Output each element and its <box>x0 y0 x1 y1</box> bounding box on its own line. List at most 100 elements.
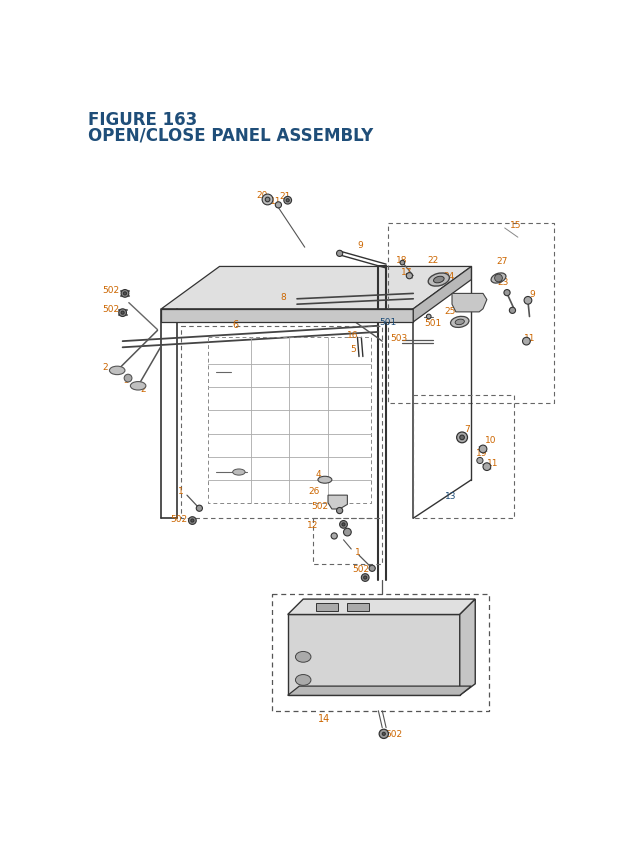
Polygon shape <box>288 686 472 696</box>
Ellipse shape <box>296 652 311 662</box>
Ellipse shape <box>109 367 125 375</box>
Circle shape <box>337 508 343 514</box>
Ellipse shape <box>296 675 311 685</box>
Circle shape <box>509 308 516 314</box>
Text: 18: 18 <box>396 256 408 264</box>
Circle shape <box>364 576 367 579</box>
Circle shape <box>196 505 202 511</box>
Circle shape <box>479 446 487 453</box>
Text: OPEN/CLOSE PANEL ASSEMBLY: OPEN/CLOSE PANEL ASSEMBLY <box>88 127 373 145</box>
Circle shape <box>495 275 502 282</box>
Polygon shape <box>288 615 460 696</box>
Text: 22: 22 <box>427 256 438 264</box>
Ellipse shape <box>318 477 332 484</box>
Circle shape <box>369 566 375 572</box>
Text: 3: 3 <box>124 375 129 385</box>
Ellipse shape <box>451 317 469 328</box>
Ellipse shape <box>491 274 506 284</box>
Polygon shape <box>161 267 472 309</box>
Circle shape <box>265 198 270 202</box>
Circle shape <box>522 338 531 345</box>
Text: 4: 4 <box>315 469 321 479</box>
Polygon shape <box>460 599 476 696</box>
Text: 6: 6 <box>232 319 238 330</box>
Circle shape <box>457 432 467 443</box>
Circle shape <box>337 251 343 257</box>
Ellipse shape <box>131 382 146 391</box>
Circle shape <box>406 273 412 280</box>
Circle shape <box>121 312 124 315</box>
Polygon shape <box>328 496 348 510</box>
Text: 23: 23 <box>497 278 509 287</box>
Text: 9: 9 <box>358 241 364 250</box>
Text: 16: 16 <box>347 331 358 340</box>
Text: 5: 5 <box>350 345 356 354</box>
FancyBboxPatch shape <box>316 604 338 611</box>
Circle shape <box>262 195 273 206</box>
Text: 15: 15 <box>510 220 522 229</box>
Circle shape <box>340 521 348 529</box>
Text: 27: 27 <box>496 257 508 265</box>
Ellipse shape <box>233 469 245 475</box>
Text: 11: 11 <box>269 196 281 206</box>
Text: 25: 25 <box>445 307 456 315</box>
Text: 11: 11 <box>524 333 535 343</box>
Polygon shape <box>413 267 472 323</box>
Circle shape <box>342 523 345 526</box>
Circle shape <box>121 290 129 298</box>
Circle shape <box>331 533 337 539</box>
Circle shape <box>124 293 127 295</box>
Text: 21: 21 <box>280 192 291 201</box>
Text: 24: 24 <box>444 272 454 281</box>
Text: 2: 2 <box>102 362 108 372</box>
Circle shape <box>504 290 510 296</box>
Circle shape <box>477 458 483 464</box>
Text: FIGURE 163: FIGURE 163 <box>88 111 197 129</box>
Text: 502: 502 <box>171 514 188 523</box>
Text: 7: 7 <box>465 424 470 433</box>
Text: 1: 1 <box>178 486 184 495</box>
Text: 14: 14 <box>318 714 330 723</box>
Circle shape <box>379 729 388 739</box>
Ellipse shape <box>433 277 444 283</box>
Polygon shape <box>161 309 413 323</box>
Text: 501: 501 <box>379 318 396 327</box>
Text: 8: 8 <box>280 293 286 301</box>
Text: 26: 26 <box>308 486 320 495</box>
Text: 502: 502 <box>102 286 120 294</box>
Circle shape <box>119 309 127 317</box>
Circle shape <box>124 375 132 382</box>
Text: 502: 502 <box>385 729 403 739</box>
Text: 503: 503 <box>390 333 408 343</box>
Text: 10: 10 <box>485 436 497 444</box>
Text: 9: 9 <box>529 289 534 299</box>
Circle shape <box>382 733 385 735</box>
Circle shape <box>344 529 351 536</box>
Circle shape <box>275 202 282 208</box>
Text: 20: 20 <box>257 190 268 200</box>
Text: 502: 502 <box>312 502 329 511</box>
Circle shape <box>189 517 196 525</box>
Polygon shape <box>452 294 487 313</box>
Text: 502: 502 <box>352 564 369 573</box>
Circle shape <box>483 463 491 471</box>
Text: 12: 12 <box>307 520 318 530</box>
Text: 502: 502 <box>102 305 120 314</box>
Circle shape <box>286 200 289 202</box>
Circle shape <box>284 197 292 205</box>
Text: 13: 13 <box>445 491 456 500</box>
Ellipse shape <box>455 319 465 325</box>
Circle shape <box>460 436 465 440</box>
Text: 11: 11 <box>486 459 498 468</box>
FancyBboxPatch shape <box>348 604 369 611</box>
Polygon shape <box>288 599 476 615</box>
Text: 1: 1 <box>355 548 360 556</box>
Circle shape <box>362 574 369 582</box>
Circle shape <box>400 261 404 265</box>
Circle shape <box>524 297 532 305</box>
Text: 17: 17 <box>401 268 413 277</box>
Text: 501: 501 <box>424 319 441 328</box>
Text: 2: 2 <box>141 385 147 394</box>
Circle shape <box>191 519 194 523</box>
Text: 19: 19 <box>476 448 487 457</box>
